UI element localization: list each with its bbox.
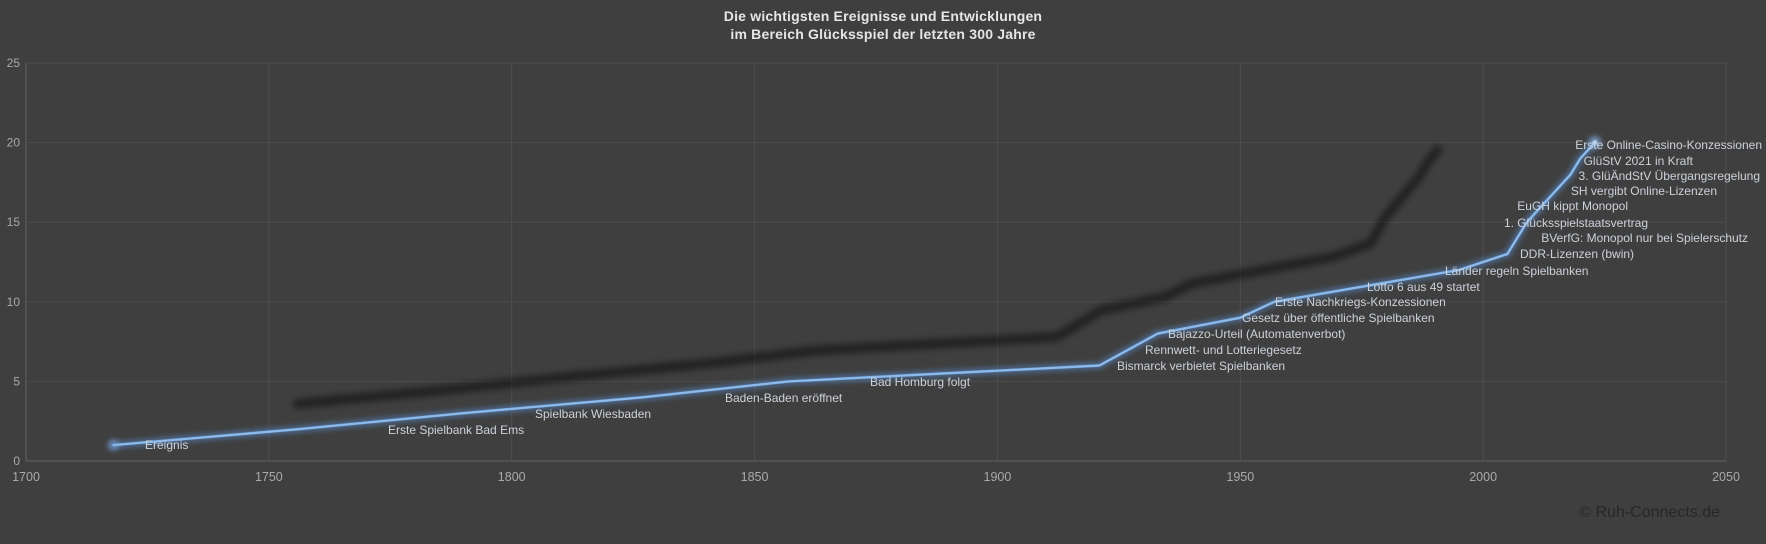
data-label: Lotto 6 aus 49 startet [1367,280,1480,294]
data-label: Ereignis [145,438,188,452]
data-label: SH vergibt Online-Lizenzen [1571,184,1717,198]
data-label: Gesetz über öffentliche Spielbanken [1242,311,1435,325]
x-axis-tick-label: 1900 [984,470,1012,484]
series-start-glow [107,439,120,452]
data-label: Erste Nachkriegs-Konzessionen [1275,295,1446,309]
data-label: Spielbank Wiesbaden [535,407,651,421]
data-label: DDR-Lizenzen (bwin) [1520,247,1634,261]
x-axis-tick-label: 2050 [1712,470,1740,484]
chart-title: Die wichtigsten Ereignisse und Entwicklu… [0,7,1766,43]
x-axis-tick-label: 1950 [1226,470,1254,484]
data-label: GlüStV 2021 in Kraft [1584,154,1694,168]
copyright-watermark: © Ruh-Connects.de [1579,504,1720,521]
x-axis-tick-label: 1750 [255,470,283,484]
y-axis-tick-label: 15 [7,215,21,229]
data-label: Erste Spielbank Bad Ems [388,423,524,437]
chart-title-line2: im Bereich Glücksspiel der letzten 300 J… [730,26,1036,42]
series-shadow [293,145,1443,409]
data-label: Bismarck verbietet Spielbanken [1117,359,1285,373]
data-label: 3. GlüÄndStV Übergangsregelung [1579,169,1760,183]
x-axis-tick-label: 1700 [12,470,40,484]
x-axis-tick-label: 1800 [498,470,526,484]
data-label: 1. Glücksspielstaatsvertrag [1504,216,1648,230]
x-axis-tick-label: 2000 [1469,470,1497,484]
data-label: Erste Online-Casino-Konzessionen [1575,138,1762,152]
data-label: Bad Homburg folgt [870,375,971,389]
y-axis-tick-label: 20 [7,136,21,150]
x-axis-tick-label: 1850 [741,470,769,484]
chart-title-line1: Die wichtigsten Ereignisse und Entwicklu… [723,8,1043,24]
y-axis-tick-label: 10 [7,295,21,309]
data-label: Länder regeln Spielbanken [1445,264,1588,278]
series-end-point [1592,140,1598,146]
series-line-highlight [112,142,1596,446]
data-label: EuGH kippt Monopol [1517,199,1628,213]
data-label: BVerfG: Monopol nur bei Spielerschutz [1541,231,1748,245]
data-label: Rennwett- und Lotteriegesetz [1145,343,1302,357]
y-axis-tick-label: 25 [7,56,21,70]
data-label: Bajazzo-Urteil (Automatenverbot) [1168,327,1345,341]
y-axis-tick-label: 0 [13,454,20,468]
data-label: Baden-Baden eröffnet [725,391,843,405]
y-axis-tick-label: 5 [13,374,20,388]
gridlines [25,62,1727,461]
